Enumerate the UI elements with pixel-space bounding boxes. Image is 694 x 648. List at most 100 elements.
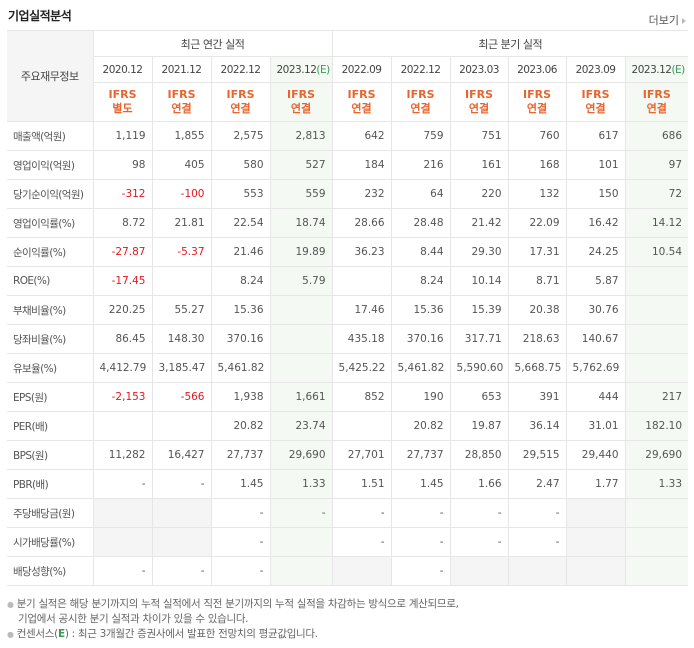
value-cell: [269, 556, 333, 586]
value-cell: -: [151, 556, 212, 586]
value-cell: 148.30: [151, 324, 212, 354]
value-cell: 686: [624, 121, 689, 151]
value-cell: 232: [331, 179, 392, 209]
value-cell: -: [151, 469, 212, 499]
value-cell: 642: [331, 121, 392, 151]
value-cell: -2,153: [92, 382, 153, 412]
value-cell: 1,661: [269, 382, 333, 412]
value-cell: -: [331, 527, 392, 557]
value-cell: 2,813: [269, 121, 333, 151]
row-label: PER(배): [7, 411, 94, 441]
row-label: 유보율(%): [7, 353, 94, 383]
value-cell: 444: [565, 382, 626, 412]
value-cell: 29,690: [624, 440, 689, 470]
value-cell: 15.36: [390, 295, 451, 325]
value-cell: 8.72: [92, 208, 153, 238]
value-cell: 852: [331, 382, 392, 412]
section-title: 기업실적분석: [8, 9, 72, 23]
period-header: 2022.12: [210, 56, 271, 83]
value-cell: 2.47: [507, 469, 567, 499]
value-cell: [449, 556, 509, 586]
more-link[interactable]: 더보기: [649, 12, 686, 28]
value-cell: 5,461.82: [210, 353, 271, 383]
value-cell: 14.12: [624, 208, 689, 238]
value-cell: 216: [390, 150, 451, 180]
value-cell: 18.74: [269, 208, 333, 238]
value-cell: 27,701: [331, 440, 392, 470]
value-cell: 5.87: [565, 266, 626, 296]
value-cell: 97: [624, 150, 689, 180]
table-row: PBR(배) - -1.45 1.33 1.51 1.45 1.66 2.47 1.77 1.33: [7, 469, 689, 499]
value-cell: 1.45: [210, 469, 271, 499]
value-cell: 31.01: [565, 411, 626, 441]
value-cell: 370.16: [390, 324, 451, 354]
value-cell: 580: [210, 150, 271, 180]
value-cell: [507, 556, 567, 586]
table-row: PER(배) 20.82 23.74 20.82 19.87 36.14 31.01 182.…: [7, 411, 689, 441]
value-cell: 17.31: [507, 237, 567, 267]
footnotes: ● 분기 실적은 해당 분기까지의 누적 실적에서 직전 분기까지의 누적 실적을…: [7, 597, 459, 642]
value-cell: 1,855: [151, 121, 212, 151]
value-cell: 36.23: [331, 237, 392, 267]
table-row: 순이익률(%) -27.87 -5.37 21.46 19.89 36.23 8.44 29.…: [7, 237, 689, 267]
value-cell: 1.77: [565, 469, 626, 499]
value-cell: -: [449, 498, 509, 528]
table-row: 당기순이익(억원) -312 -100 553 559 232 64 220 132 150 72: [7, 179, 689, 209]
value-cell: 20.82: [390, 411, 451, 441]
group-header-annual: 최근 연간 실적: [92, 30, 333, 57]
table-row: 영업이익률(%) 8.72 21.81 22.54 18.74 28.66 28.48 21.…: [7, 208, 689, 238]
value-cell: 5,762.69: [565, 353, 626, 383]
value-cell: 1,119: [92, 121, 153, 151]
value-cell: 2,575: [210, 121, 271, 151]
value-cell: 5,668.75: [507, 353, 567, 383]
value-cell: 22.09: [507, 208, 567, 238]
value-cell: 28.48: [390, 208, 451, 238]
period-header: 2023.12(E): [624, 56, 689, 83]
value-cell: 370.16: [210, 324, 271, 354]
value-cell: [269, 324, 333, 354]
value-cell: [151, 411, 212, 441]
value-cell: 101: [565, 150, 626, 180]
ifrs-basis-header: IFRS 연결: [565, 82, 626, 122]
value-cell: 182.10: [624, 411, 689, 441]
value-cell: 5,425.22: [331, 353, 392, 383]
value-cell: 559: [269, 179, 333, 209]
value-cell: -27.87: [92, 237, 153, 267]
value-cell: 8.44: [390, 237, 451, 267]
value-cell: [624, 324, 689, 354]
value-cell: -100: [151, 179, 212, 209]
footnote-quarterly: ● 분기 실적은 해당 분기까지의 누적 실적에서 직전 분기까지의 누적 실적을…: [7, 598, 459, 610]
value-cell: 27,737: [210, 440, 271, 470]
value-cell: [151, 527, 212, 557]
value-cell: [331, 556, 392, 586]
ifrs-basis-header: IFRS 연결: [269, 82, 333, 122]
value-cell: 19.87: [449, 411, 509, 441]
table-row: 주당배당금(원) - - - - - -: [7, 498, 689, 528]
value-cell: 29.30: [449, 237, 509, 267]
value-cell: -: [507, 527, 567, 557]
table-row: 시가배당률(%) - - - - -: [7, 527, 689, 557]
value-cell: -: [449, 527, 509, 557]
ifrs-basis-header: IFRS 별도: [93, 82, 153, 122]
value-cell: 132: [507, 179, 567, 209]
value-cell: 8.24: [210, 266, 271, 296]
value-cell: 161: [449, 150, 509, 180]
row-label: PBR(배): [7, 469, 94, 499]
table-row: 영업이익(억원) 98 405 580 527 184 216 161 168 101 97: [7, 150, 689, 180]
value-cell: 1.33: [624, 469, 689, 499]
row-label: 순이익률(%): [7, 237, 94, 267]
table-row: 당좌비율(%) 86.45 148.30 370.16 435.18 370.16 317.…: [7, 324, 689, 354]
value-cell: 28,850: [449, 440, 509, 470]
value-cell: 29,515: [507, 440, 567, 470]
value-cell: [565, 527, 626, 557]
value-cell: 5.79: [269, 266, 333, 296]
value-cell: 10.54: [624, 237, 689, 267]
value-cell: [151, 498, 212, 528]
value-cell: 391: [507, 382, 567, 412]
value-cell: 16,427: [151, 440, 212, 470]
row-label: 당기순이익(억원): [7, 179, 94, 209]
row-label: 영업이익률(%): [7, 208, 94, 238]
value-cell: 218.63: [507, 324, 567, 354]
value-cell: 8.24: [390, 266, 451, 296]
row-label: 배당성향(%): [7, 556, 94, 586]
